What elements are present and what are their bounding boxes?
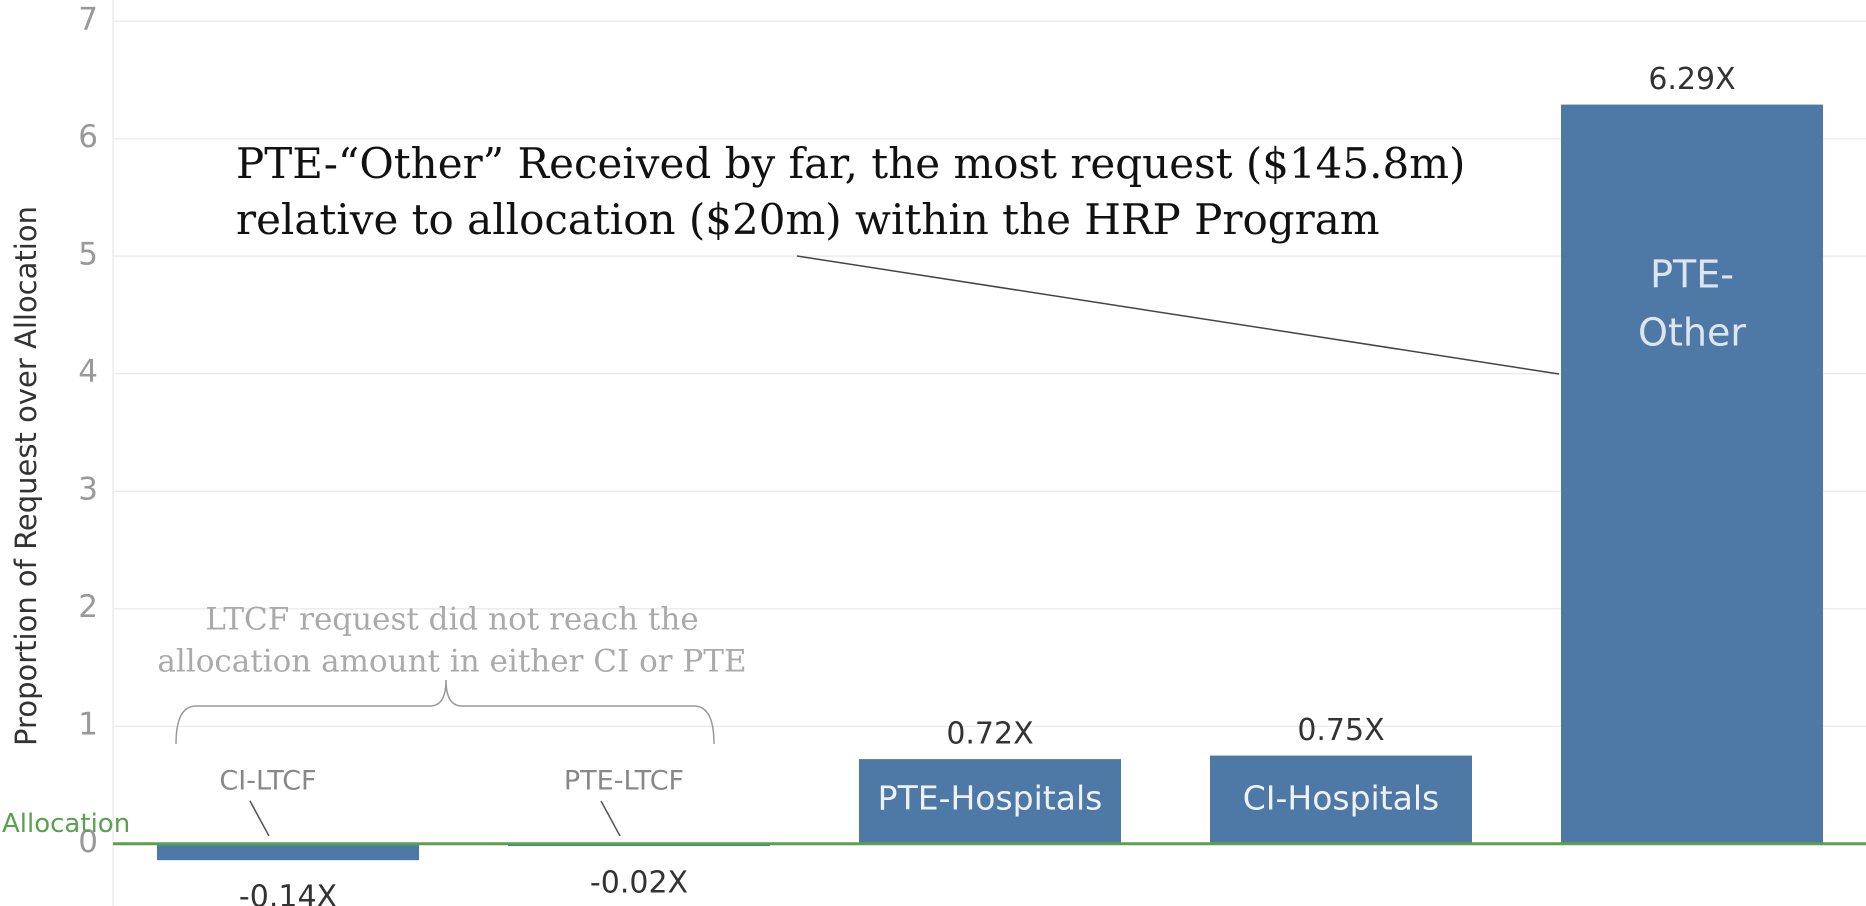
- annotation: LTCF request did not reach the: [205, 602, 698, 638]
- category-label: PTE- Other: [1638, 252, 1746, 354]
- y-tick-label: 5: [78, 237, 98, 273]
- y-tick-label: 0: [78, 824, 98, 860]
- leader-line: [249, 800, 270, 837]
- value-label: -0.14X: [239, 880, 337, 906]
- bar: [157, 843, 419, 861]
- value-label: 6.29X: [1648, 62, 1735, 97]
- bar: [859, 759, 1121, 844]
- y-tick-label: 7: [78, 2, 98, 38]
- value-label: 0.75X: [1297, 713, 1384, 748]
- bar: [1210, 755, 1472, 844]
- y-tick-label: 1: [78, 707, 98, 743]
- category-label: CI-Hospitals: [1243, 779, 1440, 818]
- annotation-brace: [175, 679, 715, 745]
- annotation: relative to allocation ($20m) within the…: [236, 195, 1380, 244]
- leader-line: [600, 800, 621, 837]
- annotation: PTE-“Other” Received by far, the most re…: [236, 139, 1465, 188]
- annotation: allocation amount in either CI or PTE: [157, 644, 746, 680]
- category-label-line: PTE-: [1650, 252, 1734, 296]
- y-tick-label: 3: [78, 472, 98, 508]
- category-label-line: Other: [1638, 310, 1746, 354]
- bar: [1561, 104, 1823, 844]
- annotation-leader: [796, 255, 1560, 375]
- y-tick-label: 4: [78, 354, 98, 390]
- y-tick-label: 2: [78, 589, 98, 625]
- value-label: 0.72X: [946, 717, 1033, 752]
- value-label: -0.02X: [590, 866, 688, 901]
- category-label: PTE-Hospitals: [878, 779, 1103, 818]
- y-tick-label: 6: [78, 119, 98, 155]
- category-label: PTE-LTCF: [564, 766, 684, 797]
- category-label: CI-LTCF: [219, 766, 316, 797]
- reference-label: Allocation: [2, 809, 130, 839]
- y-axis-label: Proportion of Request over Allocation: [9, 206, 43, 746]
